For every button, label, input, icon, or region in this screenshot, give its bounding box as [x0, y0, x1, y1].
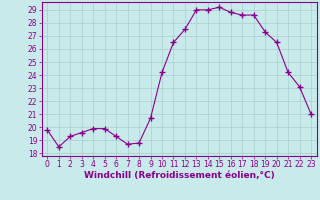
- X-axis label: Windchill (Refroidissement éolien,°C): Windchill (Refroidissement éolien,°C): [84, 171, 275, 180]
